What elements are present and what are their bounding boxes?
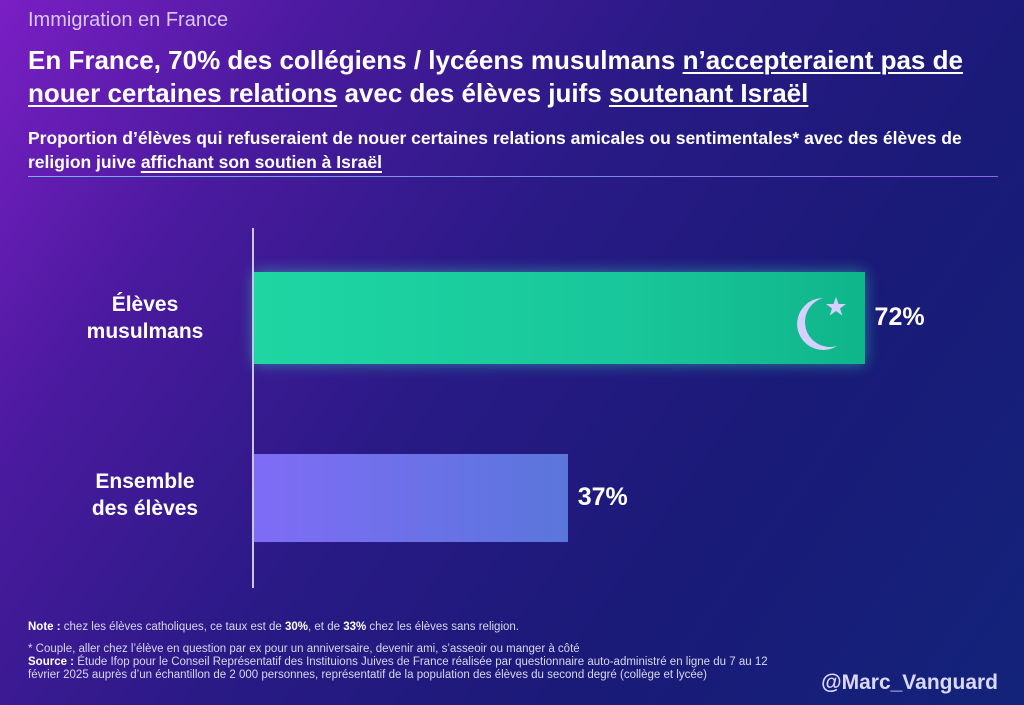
value-label-muslim: 72% — [874, 303, 925, 331]
source-label: Source : — [28, 656, 75, 668]
headline-part-2: avec des élèves juifs — [337, 78, 609, 108]
source-text: Étude Ifop pour le Conseil Représentatif… — [28, 656, 768, 681]
category-label-muslim-line1: Élèves — [111, 293, 179, 316]
subtitle-underlined: affichant son soutien à Israël — [140, 152, 382, 172]
headline: En France, 70% des collégiens / lycéens … — [28, 44, 1003, 110]
note-value-catholic: 30% — [284, 621, 309, 633]
category-label-all: Ensemble des élèves — [55, 468, 235, 522]
crescent-star-icon — [796, 297, 846, 350]
headline-underlined-2: soutenant Israël — [608, 78, 809, 108]
note-label: Note : — [28, 621, 61, 633]
bar-muslim-students — [254, 272, 865, 364]
note: Note : chez les élèves catholiques, ce t… — [28, 621, 788, 634]
y-axis-line — [252, 228, 254, 588]
source: Source : Étude Ifop pour le Conseil Repr… — [28, 656, 788, 682]
headline-underlined-1: n’accepteraient pas de nouer certaines r… — [28, 45, 963, 108]
author-handle: @Marc_Vanguard — [821, 671, 998, 694]
note-text-1: chez les élèves catholiques, ce taux est… — [60, 621, 285, 633]
subtitle: Proportion d’élèves qui refuseraient de … — [28, 126, 1003, 174]
topic-label: Immigration en France — [28, 9, 229, 31]
note-text-3: chez les élèves sans religion. — [366, 621, 519, 633]
note-text-2: , et de — [308, 621, 344, 633]
footnote: * Couple, aller chez l’élève en question… — [28, 643, 580, 655]
category-label-muslim: Élèves musulmans — [55, 291, 235, 345]
divider — [28, 176, 998, 177]
category-label-all-line2: des élèves — [91, 497, 199, 520]
category-label-all-line1: Ensemble — [95, 470, 195, 493]
subtitle-part-1: Proportion d’élèves qui refuseraient de … — [28, 128, 962, 172]
note-value-no-religion: 33% — [343, 621, 367, 633]
bar-all-students — [254, 454, 568, 542]
category-label-muslim-line2: musulmans — [86, 320, 204, 343]
value-label-all: 37% — [577, 483, 628, 511]
headline-part-1: En France, 70% des collégiens / lycéens … — [28, 45, 683, 75]
footnote-block: * Couple, aller chez l’élève en question… — [28, 643, 788, 682]
